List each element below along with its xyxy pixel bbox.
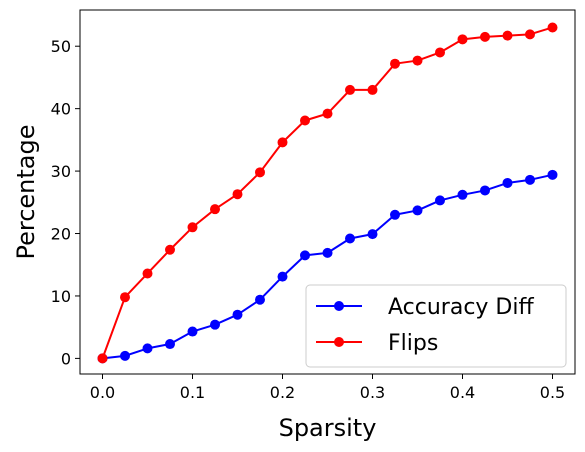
data-point-accuracy-diff	[187, 326, 198, 337]
data-point-accuracy-diff	[412, 205, 423, 216]
data-point-flips	[457, 34, 468, 45]
data-point-flips	[187, 222, 198, 233]
data-point-flips	[322, 108, 333, 119]
data-point-flips	[412, 55, 423, 66]
data-point-accuracy-diff	[390, 209, 400, 220]
data-point-flips	[255, 167, 265, 178]
data-point-accuracy-diff	[322, 247, 333, 258]
data-point-flips	[142, 268, 153, 279]
data-point-flips	[480, 31, 490, 42]
x-tick-label: 0.2	[270, 383, 295, 402]
data-point-flips	[367, 84, 378, 95]
legend-marker-flips	[334, 337, 344, 347]
legend: Accuracy Diff Flips	[305, 284, 567, 368]
plot-frame	[79, 9, 576, 375]
legend-label-accuracy-diff: Accuracy Diff	[388, 295, 534, 320]
y-tick-label: 0	[61, 349, 71, 368]
data-point-flips	[120, 292, 130, 303]
data-point-flips	[547, 22, 558, 33]
x-tick-label: 0.3	[360, 383, 385, 402]
data-point-accuracy-diff	[435, 195, 445, 206]
data-point-accuracy-diff	[547, 169, 558, 180]
data-point-flips	[435, 47, 445, 58]
data-point-accuracy-diff	[480, 185, 490, 196]
y-axis-ticks: 0 10 20 30 40 50	[51, 37, 80, 368]
data-point-accuracy-diff	[142, 343, 153, 354]
y-tick-label: 50	[51, 37, 71, 56]
data-point-flips	[502, 30, 513, 41]
data-point-flips	[210, 204, 220, 215]
legend-marker-accuracy-diff	[334, 301, 344, 311]
x-axis-label: Sparsity	[279, 414, 377, 442]
x-tick-label: 0.4	[450, 383, 475, 402]
data-point-accuracy-diff	[345, 233, 355, 244]
y-tick-label: 30	[51, 162, 71, 181]
x-tick-label: 0.1	[180, 383, 205, 402]
data-point-accuracy-diff	[165, 339, 175, 350]
series-flips	[97, 22, 558, 364]
data-point-flips	[232, 189, 243, 200]
x-tick-label: 0.5	[540, 383, 565, 402]
data-point-accuracy-diff	[525, 174, 535, 185]
y-tick-label: 10	[51, 287, 71, 306]
data-point-flips	[525, 29, 535, 40]
data-point-flips	[165, 244, 175, 255]
legend-label-flips: Flips	[388, 331, 438, 356]
data-point-accuracy-diff	[300, 250, 310, 261]
data-point-accuracy-diff	[367, 229, 378, 240]
data-point-flips	[345, 84, 355, 95]
data-point-accuracy-diff	[232, 309, 243, 320]
x-axis-ticks: 0.0 0.1 0.2 0.3 0.4 0.5	[90, 374, 565, 402]
x-tick-label: 0.0	[90, 383, 115, 402]
data-point-flips	[97, 353, 108, 364]
data-point-accuracy-diff	[255, 294, 265, 305]
series-layer	[97, 22, 558, 364]
data-point-accuracy-diff	[277, 271, 288, 282]
y-tick-label: 20	[51, 225, 71, 244]
data-point-accuracy-diff	[457, 189, 468, 200]
data-point-accuracy-diff	[210, 319, 220, 330]
data-point-flips	[300, 115, 310, 126]
y-axis-label: Percentage	[12, 124, 40, 259]
y-tick-label: 40	[51, 100, 71, 119]
data-point-flips	[390, 58, 400, 69]
data-point-accuracy-diff	[120, 350, 130, 361]
data-point-accuracy-diff	[502, 177, 513, 188]
legend-box	[305, 284, 567, 368]
data-point-flips	[277, 137, 288, 148]
